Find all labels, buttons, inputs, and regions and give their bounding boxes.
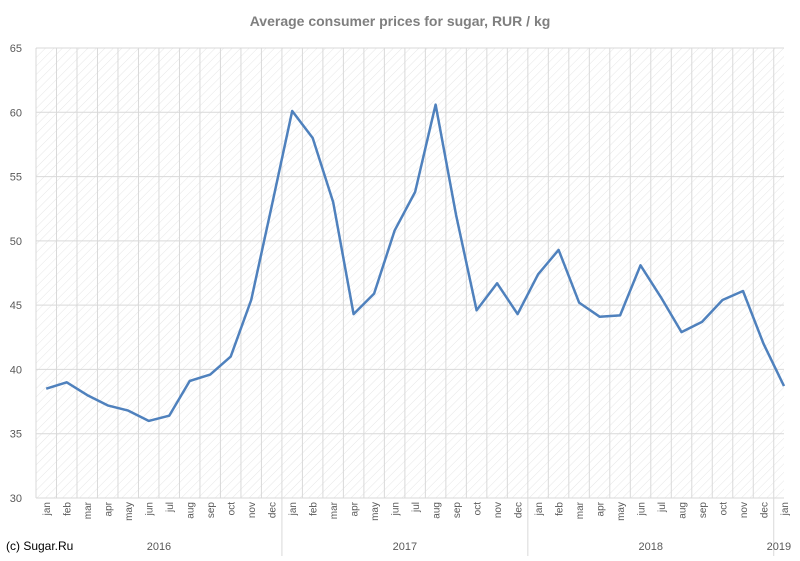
x-tick-label: jan bbox=[288, 502, 299, 516]
y-tick-label: 55 bbox=[10, 172, 22, 184]
x-tick-label: jul bbox=[657, 502, 668, 513]
x-tick-label: mar bbox=[83, 501, 94, 519]
y-tick-label: 65 bbox=[10, 43, 22, 55]
x-tick-label: sep bbox=[698, 502, 709, 519]
x-tick-label: may bbox=[124, 502, 135, 521]
x-tick-label: mar bbox=[575, 501, 586, 519]
x-tick-label: apr bbox=[104, 501, 115, 516]
x-tick-label: jul bbox=[411, 502, 422, 513]
y-tick-label: 40 bbox=[10, 364, 22, 376]
x-tick-label: feb bbox=[63, 502, 74, 516]
x-tick-label: oct bbox=[719, 502, 730, 516]
x-tick-label: jan bbox=[780, 502, 791, 516]
x-tick-label: jan bbox=[42, 502, 53, 516]
x-tick-label: jun bbox=[391, 502, 402, 516]
x-tick-label: aug bbox=[678, 502, 689, 519]
x-tick-label: apr bbox=[596, 501, 607, 516]
y-tick-label: 50 bbox=[10, 236, 22, 248]
x-tick-label: nov bbox=[493, 502, 504, 518]
x-tick-label: jun bbox=[145, 502, 156, 516]
x-tick-label: oct bbox=[473, 502, 484, 516]
year-label: 2019 bbox=[767, 541, 791, 553]
series-lines bbox=[45, 103, 786, 423]
x-tick-label: apr bbox=[350, 501, 361, 516]
series-line bbox=[45, 103, 786, 423]
x-tick-label: jul bbox=[165, 502, 176, 513]
x-tick-label: nov bbox=[247, 502, 258, 518]
x-tick-label: sep bbox=[452, 502, 463, 519]
y-tick-label: 45 bbox=[10, 300, 22, 312]
x-tick-label: aug bbox=[186, 502, 197, 519]
year-label: 2018 bbox=[639, 541, 663, 553]
year-label: 2016 bbox=[147, 541, 171, 553]
plot-area-background bbox=[36, 48, 784, 498]
gridlines bbox=[35, 47, 784, 499]
year-label: 2017 bbox=[393, 541, 417, 553]
x-tick-label: oct bbox=[227, 502, 238, 516]
x-tick-label: dec bbox=[268, 502, 279, 518]
x-tick-label: mar bbox=[329, 501, 340, 519]
y-tick-label: 60 bbox=[10, 107, 22, 119]
x-tick-label: dec bbox=[514, 502, 525, 518]
x-tick-label: sep bbox=[206, 502, 217, 519]
x-tick-label: jun bbox=[637, 502, 648, 516]
x-tick-label: may bbox=[370, 502, 381, 521]
x-tick-label: feb bbox=[555, 502, 566, 516]
x-tick-label: jan bbox=[534, 502, 545, 516]
x-axis-tick-labels: jan feb mar apr may jun jul aug sep oct nov dec jan f… bbox=[42, 501, 791, 521]
credit-text: (c) Sugar.Ru bbox=[6, 539, 73, 553]
x-tick-label: feb bbox=[309, 502, 320, 516]
chart-title: Average consumer prices for sugar, RUR /… bbox=[250, 13, 551, 29]
x-tick-label: dec bbox=[760, 502, 771, 518]
y-tick-label: 35 bbox=[10, 429, 22, 441]
x-tick-label: may bbox=[616, 502, 627, 521]
x-tick-label: nov bbox=[739, 502, 750, 518]
x-tick-label: aug bbox=[432, 502, 443, 519]
x-axis-year-labels: 2016 2017 2018 2019 bbox=[147, 498, 791, 556]
y-axis-tick-labels: 30 35 40 45 50 55 60 65 bbox=[10, 43, 22, 505]
y-tick-label: 30 bbox=[10, 493, 22, 505]
